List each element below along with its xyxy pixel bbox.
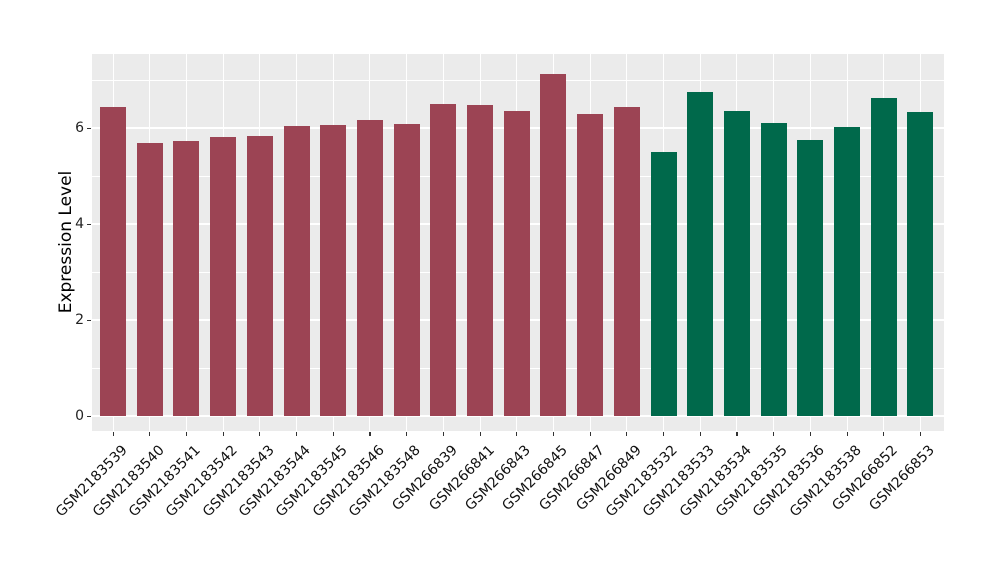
x-tick-mark: [626, 431, 628, 436]
x-tick-mark: [296, 431, 298, 436]
x-tick-mark: [259, 431, 261, 436]
bar-GSM2183533: [687, 92, 714, 416]
x-tick-mark: [736, 431, 738, 436]
y-tick-mark: [87, 415, 91, 417]
bar-GSM2183539: [100, 106, 126, 416]
x-tick-mark: [479, 431, 481, 436]
bar-GSM2183541: [173, 140, 200, 416]
plot-panel: [92, 54, 944, 431]
x-tick-mark: [112, 431, 114, 436]
x-tick-mark: [222, 431, 224, 436]
x-tick-mark: [442, 431, 444, 436]
y-tick-mark: [87, 319, 91, 321]
bar-GSM2183532: [650, 152, 677, 416]
x-tick-mark: [369, 431, 371, 436]
y-tick-label: 0: [75, 408, 84, 424]
x-tick-mark: [919, 431, 922, 436]
bar-GSM266839: [430, 104, 457, 416]
y-tick-label: 2: [75, 312, 84, 328]
y-tick-mark: [87, 127, 91, 129]
bar-GSM2183545: [320, 125, 347, 416]
x-tick-mark: [699, 431, 701, 436]
bar-GSM266853: [907, 111, 934, 416]
bar-GSM2183534: [723, 111, 750, 416]
major-gridline: [92, 415, 944, 417]
minor-gridline: [92, 80, 944, 81]
x-tick-mark: [883, 431, 885, 436]
bar-GSM2183538: [834, 126, 860, 416]
bar-GSM266841: [467, 104, 493, 416]
y-tick-label: 4: [75, 216, 84, 232]
x-tick-mark: [516, 431, 518, 436]
y-tick-mark: [87, 223, 91, 225]
bar-GSM2183542: [210, 137, 237, 416]
bar-GSM266852: [870, 97, 897, 416]
x-tick-mark: [185, 431, 188, 436]
bar-GSM2183546: [356, 120, 383, 416]
y-axis-title: Expression Level: [56, 170, 76, 314]
x-tick-mark: [552, 431, 555, 436]
bar-GSM266845: [540, 73, 567, 416]
x-tick-mark: [332, 431, 334, 436]
bar-GSM2183536: [797, 140, 824, 416]
x-tick-mark: [663, 431, 665, 436]
x-tick-mark: [809, 431, 811, 436]
bar-GSM2183548: [393, 124, 420, 416]
bar-GSM2183535: [760, 123, 787, 416]
x-tick-mark: [406, 431, 408, 436]
x-tick-mark: [149, 431, 151, 436]
bar-GSM2183540: [136, 143, 163, 416]
x-tick-mark: [846, 431, 848, 436]
bar-GSM2183543: [246, 136, 273, 416]
y-tick-label: 6: [75, 120, 84, 136]
bar-GSM266843: [503, 111, 530, 416]
bar-GSM2183544: [283, 126, 310, 416]
bar-GSM266847: [577, 113, 604, 416]
bar-GSM266849: [613, 107, 640, 416]
x-tick-mark: [589, 431, 591, 436]
x-tick-mark: [773, 431, 775, 436]
